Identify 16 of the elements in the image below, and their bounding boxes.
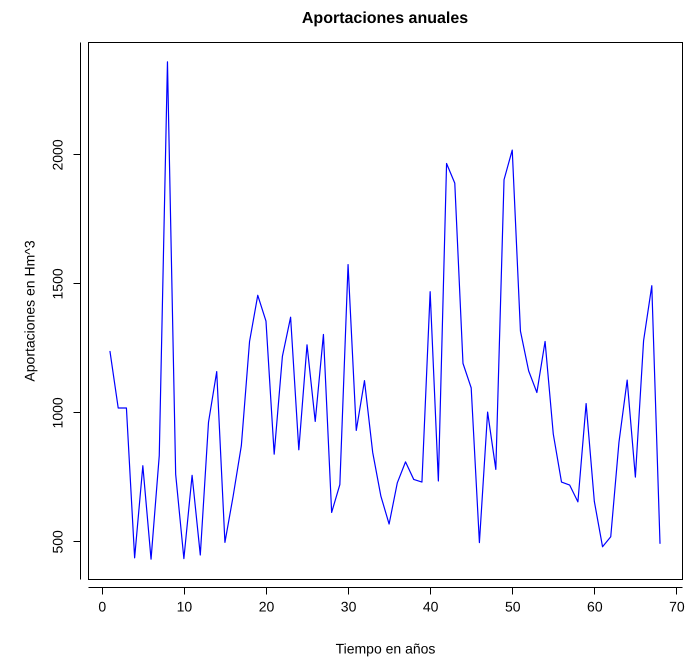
x-tick-label: 20	[258, 598, 274, 614]
x-tick-label: 50	[504, 598, 521, 614]
y-axis-title: Aportaciones en Hm^3	[22, 240, 38, 382]
line-series	[109, 61, 661, 560]
x-tick-label: 10	[176, 598, 192, 614]
y-tick-label: 1500	[50, 268, 66, 300]
y-tick-label: 500	[50, 530, 66, 554]
x-axis-title: Tiempo en años	[336, 640, 436, 656]
x-tick-label: 30	[340, 598, 357, 614]
y-tick-label: 1000	[50, 397, 66, 428]
x-tick-label: 70	[669, 598, 685, 614]
x-tick-label: 0	[98, 598, 106, 614]
x-tick-label: 60	[587, 598, 603, 614]
x-tick-label: 40	[422, 598, 439, 614]
chart-title: Aportaciones anuales	[302, 10, 468, 27]
y-tick-label: 2000	[50, 139, 66, 171]
